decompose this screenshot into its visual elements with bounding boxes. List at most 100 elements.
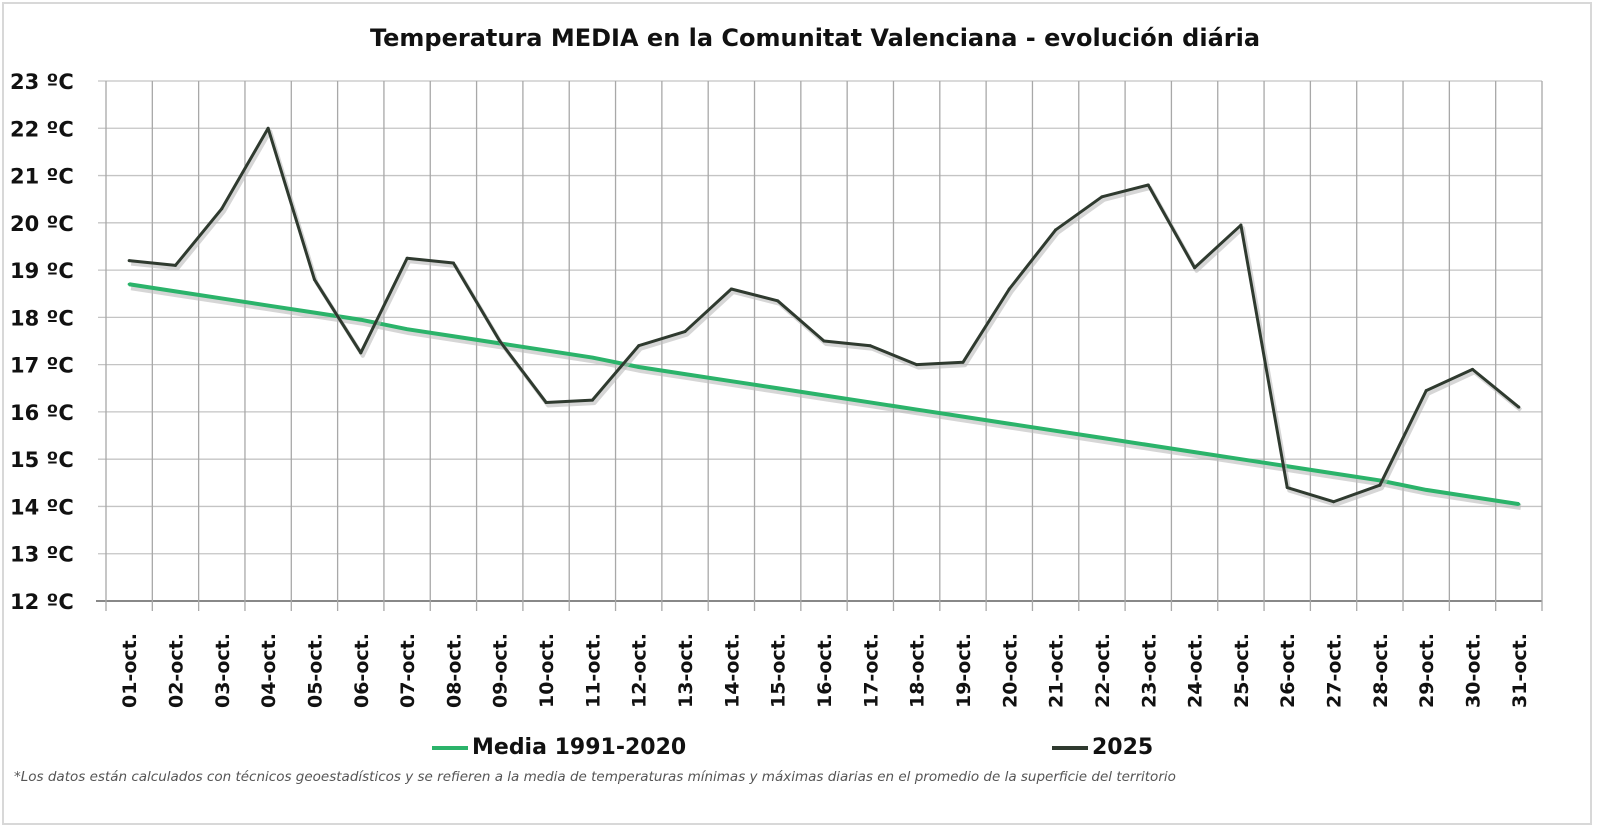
data-point-media (220, 296, 224, 300)
y-tick-label: 17 ºC (10, 354, 74, 378)
data-point-2025 (729, 287, 733, 291)
data-point-media (266, 304, 270, 308)
data-point-media (451, 334, 455, 338)
footnote: *Los datos están calculados con técnicos… (14, 769, 1176, 785)
data-point-2025 (1193, 266, 1197, 270)
data-point-2025 (1517, 405, 1521, 409)
data-point-2025 (1239, 223, 1243, 227)
legend-swatch-2025 (1052, 745, 1088, 750)
x-tick-label: 03-oct. (212, 633, 234, 708)
data-point-2025 (1007, 287, 1011, 291)
y-tick-label: 12 ºC (10, 590, 74, 614)
x-tick-label: 12-oct. (629, 633, 651, 708)
x-tick-label: 10-oct. (536, 633, 558, 708)
x-tick-label: 24-oct. (1185, 633, 1207, 708)
x-tick-label: 28-oct. (1370, 633, 1392, 708)
legend-swatch-media (432, 745, 468, 750)
data-point-media (915, 408, 919, 412)
data-point-2025 (1424, 389, 1428, 393)
x-tick-label: 19-oct. (953, 633, 975, 708)
data-point-2025 (1332, 500, 1336, 504)
data-point-2025 (173, 263, 177, 267)
data-point-2025 (637, 344, 641, 348)
data-point-2025 (590, 398, 594, 402)
data-point-media (1146, 443, 1150, 447)
data-point-media (729, 379, 733, 383)
legend-item-media: Media 1991-2020 (432, 735, 686, 760)
data-point-media (776, 386, 780, 390)
x-tick-label: 18-oct. (907, 633, 929, 708)
data-point-media (1007, 422, 1011, 426)
x-tick-label: 31-oct. (1509, 633, 1531, 708)
y-tick-label: 22 ºC (10, 117, 74, 141)
data-point-media (868, 400, 872, 404)
x-tick-label: 30-oct. (1463, 633, 1485, 708)
data-point-media (544, 348, 548, 352)
x-tick-label: 02-oct. (165, 633, 187, 708)
series-shadow (130, 129, 1523, 507)
data-point-media (127, 282, 131, 286)
data-point-2025 (498, 339, 502, 343)
x-tick-label: 15-oct. (768, 633, 790, 708)
data-point-media (1100, 436, 1104, 440)
data-point-media (683, 372, 687, 376)
y-tick-label: 18 ºC (10, 306, 74, 330)
data-point-media (822, 393, 826, 397)
x-tick-label: 26-oct. (1277, 633, 1299, 708)
legend-label-2025: 2025 (1092, 735, 1154, 760)
data-point-media (312, 311, 316, 315)
data-point-media (359, 318, 363, 322)
x-tick-label: 08-oct. (443, 633, 465, 708)
x-tick-label: 04-oct. (258, 633, 280, 708)
x-tick-label: 07-oct. (397, 633, 419, 708)
data-point-media (1424, 488, 1428, 492)
x-tick-label: 11-oct. (582, 633, 604, 708)
data-point-media (1332, 471, 1336, 475)
x-tick-label: 17-oct. (860, 633, 882, 708)
y-tick-label: 21 ºC (10, 165, 74, 189)
data-point-2025 (127, 259, 131, 263)
x-tick-label: 05-oct. (304, 633, 326, 708)
x-tick-label: 22-oct. (1092, 633, 1114, 708)
legend: Media 1991-2020 2025 (0, 735, 1600, 765)
data-point-2025 (1146, 183, 1150, 187)
y-tick-label: 15 ºC (10, 448, 74, 472)
y-tick-label: 16 ºC (10, 401, 74, 425)
x-tick-label: 23-oct. (1138, 633, 1160, 708)
data-point-2025 (312, 278, 316, 282)
data-point-2025 (1471, 367, 1475, 371)
x-tick-label: 29-oct. (1416, 633, 1438, 708)
x-tick-label: 20-oct. (999, 633, 1021, 708)
series-shadow (130, 284, 1522, 511)
data-point-2025 (266, 126, 270, 130)
x-tick-label: 21-oct. (1046, 633, 1068, 708)
data-point-2025 (1378, 483, 1382, 487)
x-tick-label: 16-oct. (814, 633, 836, 708)
data-point-2025 (683, 330, 687, 334)
data-point-2025 (544, 400, 548, 404)
data-point-2025 (915, 363, 919, 367)
x-tick-label: 09-oct. (490, 633, 512, 708)
data-point-media (1239, 457, 1243, 461)
y-tick-label: 14 ºC (10, 495, 74, 519)
data-point-media (405, 327, 409, 331)
data-point-media (961, 415, 965, 419)
data-point-media (590, 356, 594, 360)
x-tick-label: 27-oct. (1324, 633, 1346, 708)
data-point-2025 (451, 261, 455, 265)
data-point-media (1517, 502, 1521, 506)
x-tick-label: 06-oct. (351, 633, 373, 708)
data-point-media (1054, 429, 1058, 433)
data-point-2025 (1054, 228, 1058, 232)
y-tick-label: 13 ºC (10, 543, 74, 567)
x-tick-label: 14-oct. (721, 633, 743, 708)
x-tick-label: 13-oct. (675, 633, 697, 708)
data-point-2025 (961, 360, 965, 364)
data-point-2025 (220, 207, 224, 211)
x-tick-label: 01-oct. (119, 633, 141, 708)
legend-label-media: Media 1991-2020 (472, 735, 687, 760)
data-point-media (1471, 495, 1475, 499)
y-tick-label: 19 ºC (10, 259, 74, 283)
